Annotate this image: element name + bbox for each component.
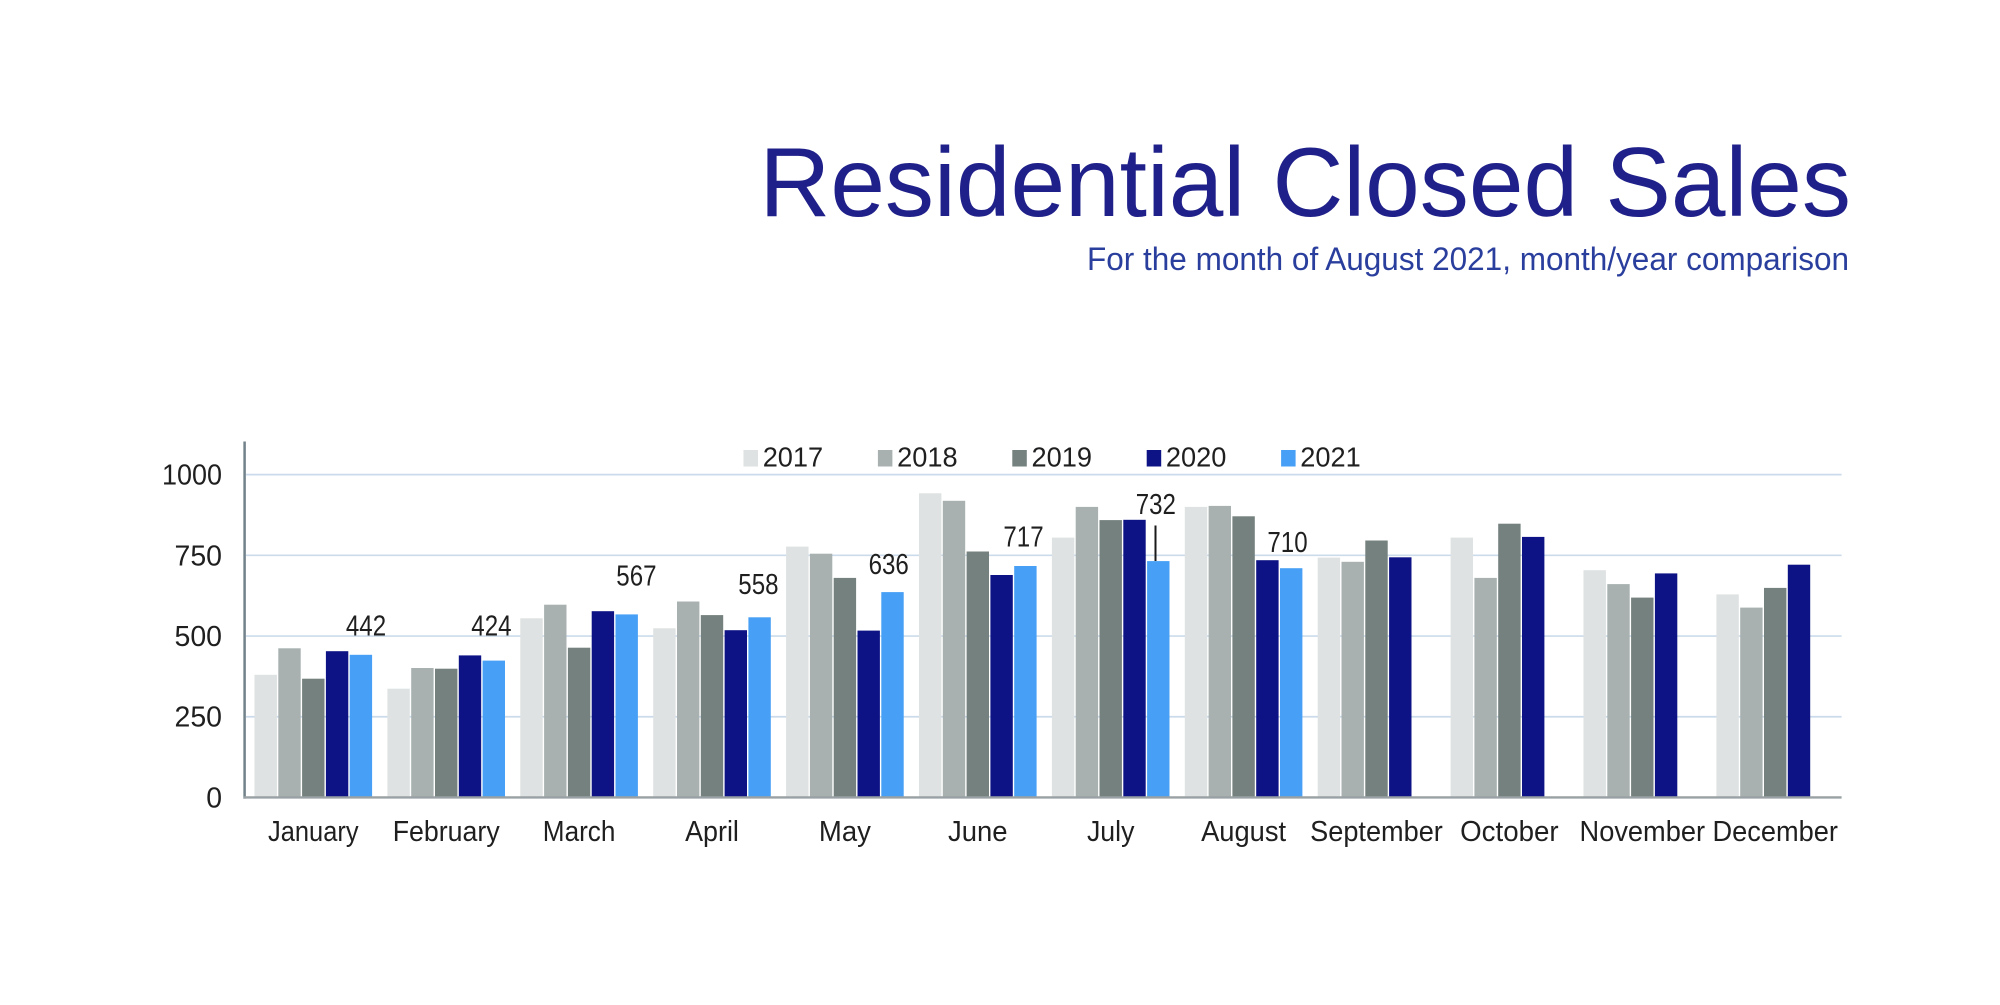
svg-text:2019: 2019 <box>1032 442 1093 473</box>
svg-text:February: February <box>393 816 500 848</box>
svg-text:0: 0 <box>206 782 222 814</box>
svg-text:September: September <box>1310 816 1443 848</box>
svg-text:November: November <box>1580 816 1706 848</box>
svg-text:424: 424 <box>471 610 511 642</box>
svg-text:750: 750 <box>175 540 223 572</box>
svg-text:442: 442 <box>346 610 386 642</box>
svg-text:April: April <box>685 816 739 848</box>
svg-text:558: 558 <box>738 569 778 601</box>
svg-text:1000: 1000 <box>162 460 222 492</box>
svg-text:May: May <box>819 816 871 848</box>
svg-text:567: 567 <box>616 561 656 593</box>
svg-text:2021: 2021 <box>1300 442 1361 473</box>
svg-text:March: March <box>543 816 616 848</box>
svg-text:636: 636 <box>869 549 909 581</box>
svg-text:500: 500 <box>175 621 223 653</box>
svg-text:710: 710 <box>1267 527 1307 559</box>
svg-text:250: 250 <box>175 702 223 734</box>
svg-text:December: December <box>1712 816 1838 848</box>
svg-text:July: July <box>1087 816 1135 848</box>
svg-text:August: August <box>1201 816 1286 848</box>
svg-text:2020: 2020 <box>1166 442 1227 473</box>
svg-text:For the month of August 2021,: For the month of August 2021, month/year… <box>1087 241 1849 277</box>
svg-text:October: October <box>1460 816 1559 848</box>
svg-text:June: June <box>948 816 1008 848</box>
svg-text:Residential Closed Sales: Residential Closed Sales <box>759 127 1851 237</box>
svg-text:January: January <box>268 816 359 848</box>
svg-text:2017: 2017 <box>763 442 824 473</box>
svg-text:717: 717 <box>1003 522 1043 554</box>
svg-text:732: 732 <box>1136 489 1176 521</box>
svg-text:2018: 2018 <box>897 442 958 473</box>
